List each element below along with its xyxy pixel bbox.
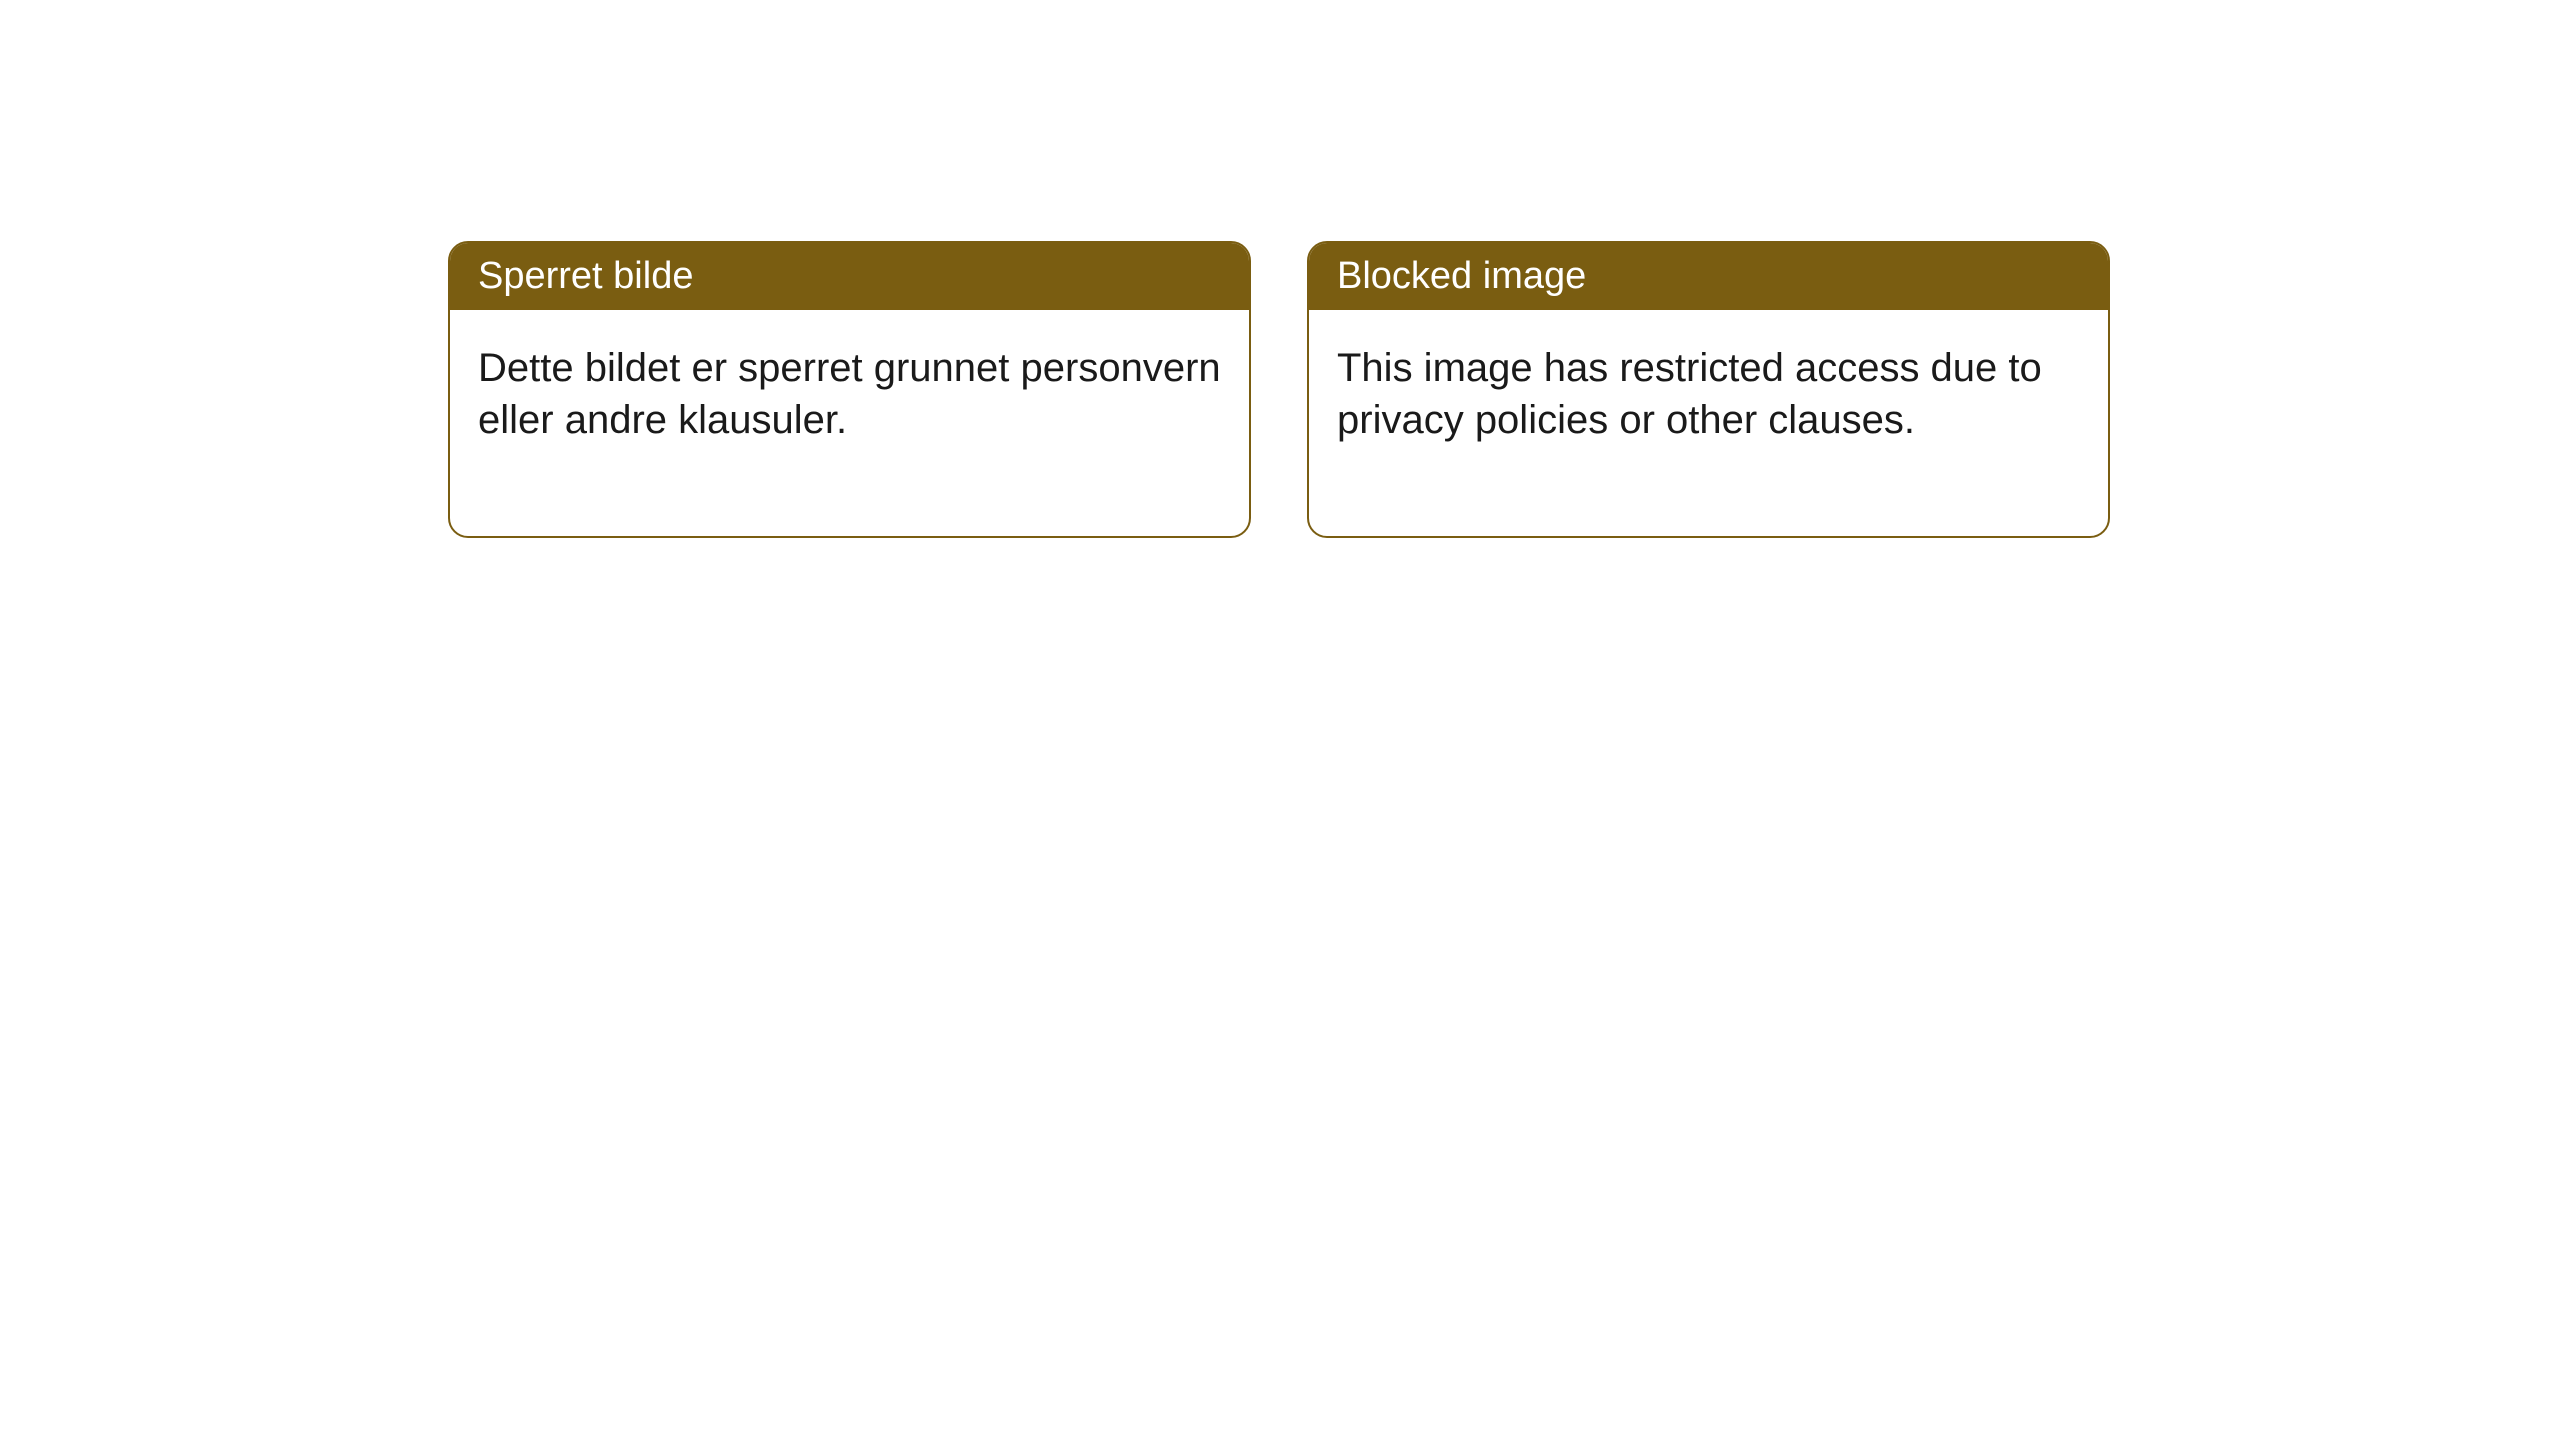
cards-container: Sperret bilde Dette bildet er sperret gr… [448, 241, 2110, 538]
card-body: This image has restricted access due to … [1309, 310, 2108, 536]
card-header-text: Sperret bilde [478, 255, 693, 297]
card-body-text: Dette bildet er sperret grunnet personve… [478, 346, 1221, 442]
card-english: Blocked image This image has restricted … [1307, 241, 2110, 538]
card-body-text: This image has restricted access due to … [1337, 346, 2042, 442]
card-header: Sperret bilde [450, 243, 1249, 310]
card-header: Blocked image [1309, 243, 2108, 310]
card-body: Dette bildet er sperret grunnet personve… [450, 310, 1249, 536]
card-header-text: Blocked image [1337, 255, 1586, 297]
card-norwegian: Sperret bilde Dette bildet er sperret gr… [448, 241, 1251, 538]
